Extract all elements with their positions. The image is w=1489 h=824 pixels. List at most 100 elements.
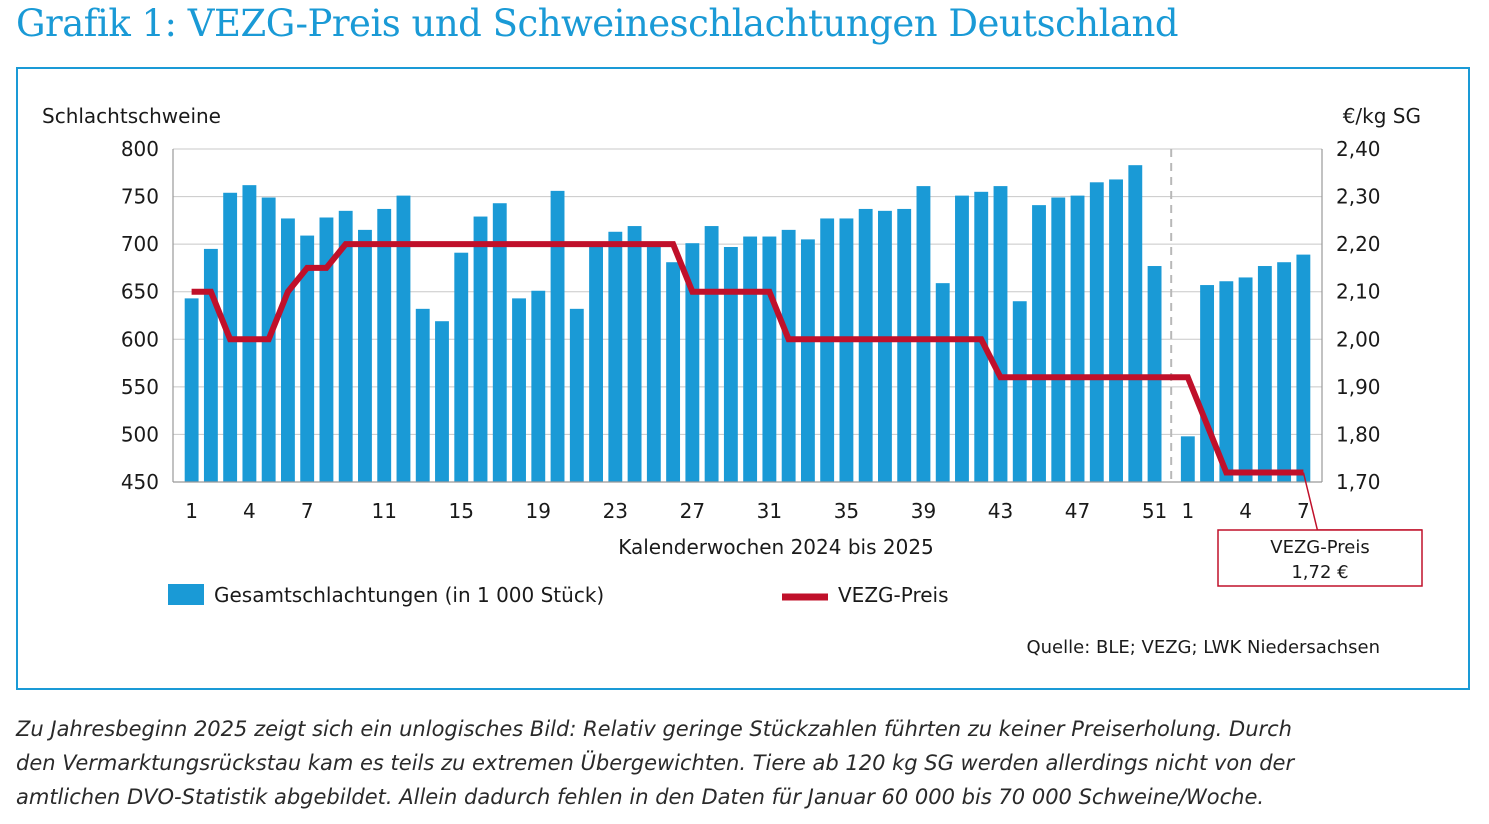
x-tick-label: 4 xyxy=(243,499,256,523)
chart: 800 2,40 750 2,30 700 2,20 650 2,10 600 2,00 550 1,… xyxy=(42,104,1423,658)
y-tick-label-right: 2,30 xyxy=(1336,185,1381,209)
data-bar xyxy=(723,246,738,482)
data-bar xyxy=(358,229,372,482)
y-tick-label-right: 2,10 xyxy=(1336,280,1381,304)
data-bar xyxy=(781,229,796,482)
x-tick-label: 1 xyxy=(1181,499,1194,523)
y-tick-label-right: 1,90 xyxy=(1336,375,1381,399)
data-bar xyxy=(1219,281,1234,482)
price-annotation: VEZG-Preis 1,72 € xyxy=(1217,472,1423,587)
data-bar xyxy=(666,262,681,482)
data-bar xyxy=(512,298,526,482)
bar-layer xyxy=(184,165,1311,483)
data-bar xyxy=(839,218,854,482)
data-bar xyxy=(646,246,661,482)
data-bar xyxy=(454,252,469,482)
data-bar xyxy=(762,236,777,482)
data-bar xyxy=(473,216,488,482)
caption-line: den Vermarktungsrückstau kam es teils zu… xyxy=(16,751,1295,775)
line-layer xyxy=(191,241,1304,476)
data-bar xyxy=(1128,165,1143,482)
y-tick-label-right: 2,40 xyxy=(1336,137,1381,161)
data-bar xyxy=(396,195,411,482)
data-bar xyxy=(1180,436,1195,482)
data-bar xyxy=(627,226,642,482)
y-tick-label-left: 500 xyxy=(121,422,159,446)
axis-layer: 800 2,40 750 2,30 700 2,20 650 2,10 600 2,00 550 1,… xyxy=(121,137,1381,523)
data-bar xyxy=(203,248,218,482)
price-line xyxy=(191,241,1304,476)
legend-bar-swatch xyxy=(168,584,204,605)
data-bar xyxy=(993,186,1008,482)
data-bar xyxy=(435,321,449,482)
x-tick-label: 19 xyxy=(526,499,551,523)
data-bar xyxy=(1296,254,1311,482)
data-bar xyxy=(569,308,584,482)
chart-frame xyxy=(16,67,1470,690)
data-bar xyxy=(1147,266,1162,482)
data-bar xyxy=(685,243,700,482)
data-bar xyxy=(608,231,623,482)
data-bar xyxy=(415,308,430,482)
data-bar xyxy=(280,218,295,482)
y-axis-left-label: Schlachtschweine xyxy=(42,104,221,128)
legend-bar-label: Gesamtschlachtungen (in 1 000 Stück) xyxy=(214,583,604,607)
annotation-line1: VEZG-Preis xyxy=(1270,537,1369,558)
y-tick-label-right: 1,80 xyxy=(1336,422,1381,446)
data-bar xyxy=(589,246,603,482)
data-bar xyxy=(1089,182,1104,483)
data-bar xyxy=(1277,262,1292,482)
x-tick-label: 1 xyxy=(185,499,198,523)
source-text: Quelle: BLE; VEZG; LWK Niedersachsen xyxy=(1026,637,1380,658)
data-bar xyxy=(897,208,912,482)
data-bar xyxy=(1032,205,1046,483)
data-bar xyxy=(1012,301,1027,482)
y-tick-label-left: 750 xyxy=(121,185,159,209)
y-tick-label-left: 600 xyxy=(121,327,159,351)
y-tick-label-right: 2,20 xyxy=(1336,232,1381,256)
legend-line-label: VEZG-Preis xyxy=(838,583,949,607)
annotation-box xyxy=(1217,529,1423,587)
x-tick-label: 47 xyxy=(1065,499,1090,523)
data-bar xyxy=(338,210,353,483)
data-bar xyxy=(1257,266,1272,482)
data-bar xyxy=(743,236,758,482)
data-bar xyxy=(935,283,950,482)
data-bar xyxy=(820,218,835,482)
data-bar xyxy=(300,235,315,482)
x-tick-label: 27 xyxy=(680,499,705,523)
legend-line-entry: VEZG-Preis xyxy=(782,583,949,607)
data-bar xyxy=(531,290,546,482)
y-tick-label-left: 700 xyxy=(121,232,159,256)
data-bar xyxy=(1109,179,1123,482)
y-axis-right-label: €/kg SG xyxy=(1343,104,1421,128)
x-tick-label: 15 xyxy=(449,499,474,523)
legend-bar-entry: Gesamtschlachtungen (in 1 000 Stück) xyxy=(168,583,604,607)
data-bar xyxy=(1238,277,1253,482)
data-bar xyxy=(1200,285,1215,482)
y-tick-label-right: 1,70 xyxy=(1336,470,1381,494)
x-tick-label: 23 xyxy=(603,499,628,523)
y-tick-label-left: 550 xyxy=(121,375,159,399)
x-tick-label: 31 xyxy=(757,499,782,523)
data-bar xyxy=(916,186,931,482)
caption-line: amtlichen DVO-Statistik abgebildet. Alle… xyxy=(16,785,1265,809)
x-tick-label: 43 xyxy=(988,499,1013,523)
x-tick-label: 35 xyxy=(834,499,859,523)
data-bar xyxy=(550,190,565,482)
page-title: Grafik 1: VEZG-Preis und Schweineschlach… xyxy=(16,2,1179,45)
x-tick-label: 7 xyxy=(301,499,314,523)
y-tick-label-right: 2,00 xyxy=(1336,327,1381,351)
data-bar xyxy=(319,217,334,482)
data-bar xyxy=(704,226,719,482)
data-bar xyxy=(242,185,257,482)
x-tick-label: 51 xyxy=(1142,499,1167,523)
y-tick-label-left: 650 xyxy=(121,280,159,304)
data-bar xyxy=(1051,197,1066,482)
data-bar xyxy=(800,239,815,482)
x-axis-label: Kalenderwochen 2024 bis 2025 xyxy=(618,535,934,559)
data-bar xyxy=(184,298,199,482)
y-tick-label-left: 450 xyxy=(121,470,159,494)
x-tick-label: 4 xyxy=(1239,499,1252,523)
caption-line: Zu Jahresbeginn 2025 zeigt sich ein unlo… xyxy=(16,717,1292,741)
